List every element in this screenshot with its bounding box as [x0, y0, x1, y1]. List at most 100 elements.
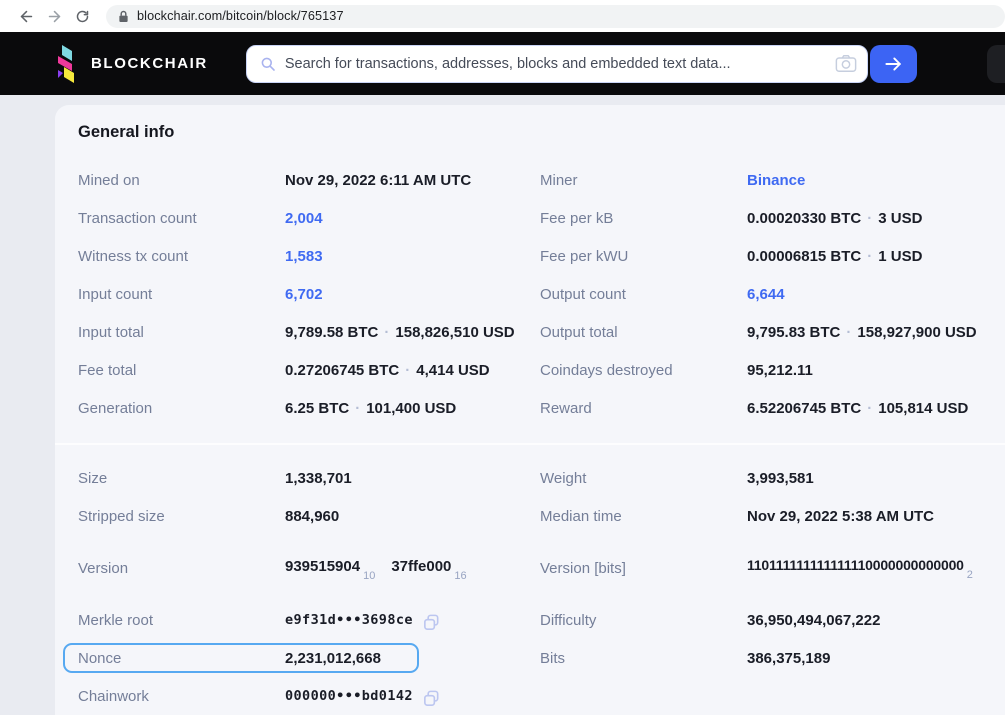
row-version-bits: Version [bits] 1101111111111111100000000… — [540, 535, 985, 601]
usd-amount: 158,826,510 USD — [395, 323, 515, 341]
row-empty — [540, 677, 985, 715]
usd-amount: 3 USD — [878, 209, 923, 227]
site-header: BLOCKCHAIR — [0, 32, 1005, 95]
row-value: 6.25 BTC · 101,400 USD — [285, 400, 456, 417]
row-label: Fee per kWU — [540, 247, 629, 265]
row-label: Merkle root — [78, 611, 154, 629]
separator-dot: · — [846, 323, 852, 341]
search-icon — [261, 57, 275, 71]
row-label: Mined on — [78, 171, 140, 189]
separator-dot: · — [867, 399, 873, 417]
row-label: Nonce — [78, 649, 122, 667]
page-background: General info Mined on Nov 29, 2022 6:11 … — [0, 95, 1005, 715]
separator-dot: · — [355, 399, 361, 417]
separator-dot: · — [867, 247, 873, 265]
search-form — [245, 44, 917, 83]
forward-icon[interactable] — [40, 2, 68, 30]
search-box[interactable] — [245, 44, 868, 83]
back-icon[interactable] — [12, 2, 40, 30]
row-label: Version — [78, 559, 129, 577]
row-generation: Generation 6.25 BTC · 101,400 USD — [78, 389, 540, 427]
base-subscript: 16 — [454, 570, 467, 582]
row-value: 95,212.11 — [747, 361, 813, 379]
row-value: 3,993,581 — [747, 469, 814, 487]
separator-dot: · — [384, 323, 390, 341]
row-value: 93951590410 37ffe00016 — [285, 558, 467, 582]
info-section-1: Mined on Nov 29, 2022 6:11 AM UTC Miner … — [78, 161, 985, 427]
row-fee-per-kb: Fee per kB 0.00020330 BTC · 3 USD — [540, 199, 985, 237]
row-value: 386,375,189 — [747, 649, 831, 667]
output-count-link[interactable]: 6,644 — [747, 285, 785, 303]
search-input[interactable] — [284, 55, 835, 72]
camera-icon[interactable] — [835, 54, 857, 73]
row-label: Fee per kB — [540, 209, 614, 227]
row-value: Nov 29, 2022 5:38 AM UTC — [747, 507, 935, 525]
row-stripped-size: Stripped size 884,960 — [78, 497, 540, 535]
row-value: 9,795.83 BTC · 158,927,900 USD — [747, 324, 977, 341]
copy-icon[interactable] — [422, 613, 441, 632]
browser-chrome: blockchair.com/bitcoin/block/765137 — [0, 0, 1005, 32]
witness-tx-count-link[interactable]: 1,583 — [285, 247, 323, 265]
row-value: 0.00020330 BTC · 3 USD — [747, 210, 922, 227]
separator-dot: · — [405, 361, 411, 379]
input-count-link[interactable]: 6,702 — [285, 285, 323, 303]
row-fee-total: Fee total 0.27206745 BTC · 4,414 USD — [78, 351, 540, 389]
row-value: 36,950,494,067,222 — [747, 611, 881, 629]
header-partial-button[interactable] — [987, 45, 1005, 83]
brand-text: BLOCKCHAIR — [91, 55, 208, 72]
card-title: General info — [78, 123, 175, 141]
reload-icon[interactable] — [68, 2, 96, 30]
row-chainwork: Chainwork 000000•••bd0142 — [78, 677, 540, 715]
nonce-value: 2,231,012,668 — [285, 649, 381, 667]
btc-amount: 6.52206745 BTC — [747, 399, 862, 417]
row-value: 6.52206745 BTC · 105,814 USD — [747, 400, 968, 417]
btc-amount: 0.00020330 BTC — [747, 209, 862, 227]
blockchair-logo[interactable]: BLOCKCHAIR — [55, 44, 208, 83]
row-label: Output count — [540, 285, 626, 303]
row-mined-on: Mined on Nov 29, 2022 6:11 AM UTC — [78, 161, 540, 199]
separator-dot: · — [867, 209, 873, 227]
arrow-right-icon — [885, 57, 901, 70]
row-median-time: Median time Nov 29, 2022 5:38 AM UTC — [540, 497, 985, 535]
info-section-2: Size 1,338,701 Weight 3,993,581 Stripped… — [63, 459, 985, 715]
row-witness-tx-count: Witness tx count 1,583 — [78, 237, 540, 275]
row-label: Size — [78, 469, 108, 487]
version-decimal: 93951590410 — [285, 558, 376, 582]
row-size: Size 1,338,701 — [78, 459, 540, 497]
chainwork-hash: 000000•••bd0142 — [285, 688, 413, 704]
btc-amount: 6.25 BTC — [285, 399, 350, 417]
usd-amount: 1 USD — [878, 247, 923, 265]
row-coindays-destroyed: Coindays destroyed 95,212.11 — [540, 351, 985, 389]
row-label: Reward — [540, 399, 592, 417]
base-subscript: 10 — [363, 570, 376, 582]
row-label: Stripped size — [78, 507, 165, 525]
row-input-count: Input count 6,702 — [78, 275, 540, 313]
row-merkle-root: Merkle root e9f31d•••3698ce — [78, 601, 540, 639]
row-label: Weight — [540, 469, 587, 487]
usd-amount: 158,927,900 USD — [857, 323, 977, 341]
usd-amount: 101,400 USD — [366, 399, 457, 417]
row-output-count: Output count 6,644 — [540, 275, 985, 313]
row-label: Median time — [540, 507, 622, 525]
row-label: Version [bits] — [540, 559, 626, 577]
row-label: Miner — [540, 171, 578, 189]
row-value: 0.00006815 BTC · 1 USD — [747, 248, 922, 265]
transaction-count-link[interactable]: 2,004 — [285, 209, 323, 227]
url-bar[interactable]: blockchair.com/bitcoin/block/765137 — [106, 4, 1005, 28]
usd-amount: 105,814 USD — [878, 399, 969, 417]
row-transaction-count: Transaction count 2,004 — [78, 199, 540, 237]
search-submit-button[interactable] — [869, 44, 917, 83]
row-value: Nov 29, 2022 6:11 AM UTC — [285, 171, 472, 189]
row-label: Output total — [540, 323, 618, 341]
row-nonce: Nonce 2,231,012,668 — [63, 639, 540, 677]
row-value: 1,338,701 — [285, 469, 352, 487]
version-bits-binary: 110111111111111110000000000000 — [747, 557, 964, 574]
btc-amount: 0.00006815 BTC — [747, 247, 862, 265]
miner-link[interactable]: Binance — [747, 171, 806, 189]
lock-icon — [119, 10, 128, 22]
row-miner: Miner Binance — [540, 161, 985, 199]
row-label: Difficulty — [540, 611, 597, 629]
row-label: Coindays destroyed — [540, 361, 673, 379]
row-reward: Reward 6.52206745 BTC · 105,814 USD — [540, 389, 985, 427]
copy-icon[interactable] — [422, 689, 441, 708]
